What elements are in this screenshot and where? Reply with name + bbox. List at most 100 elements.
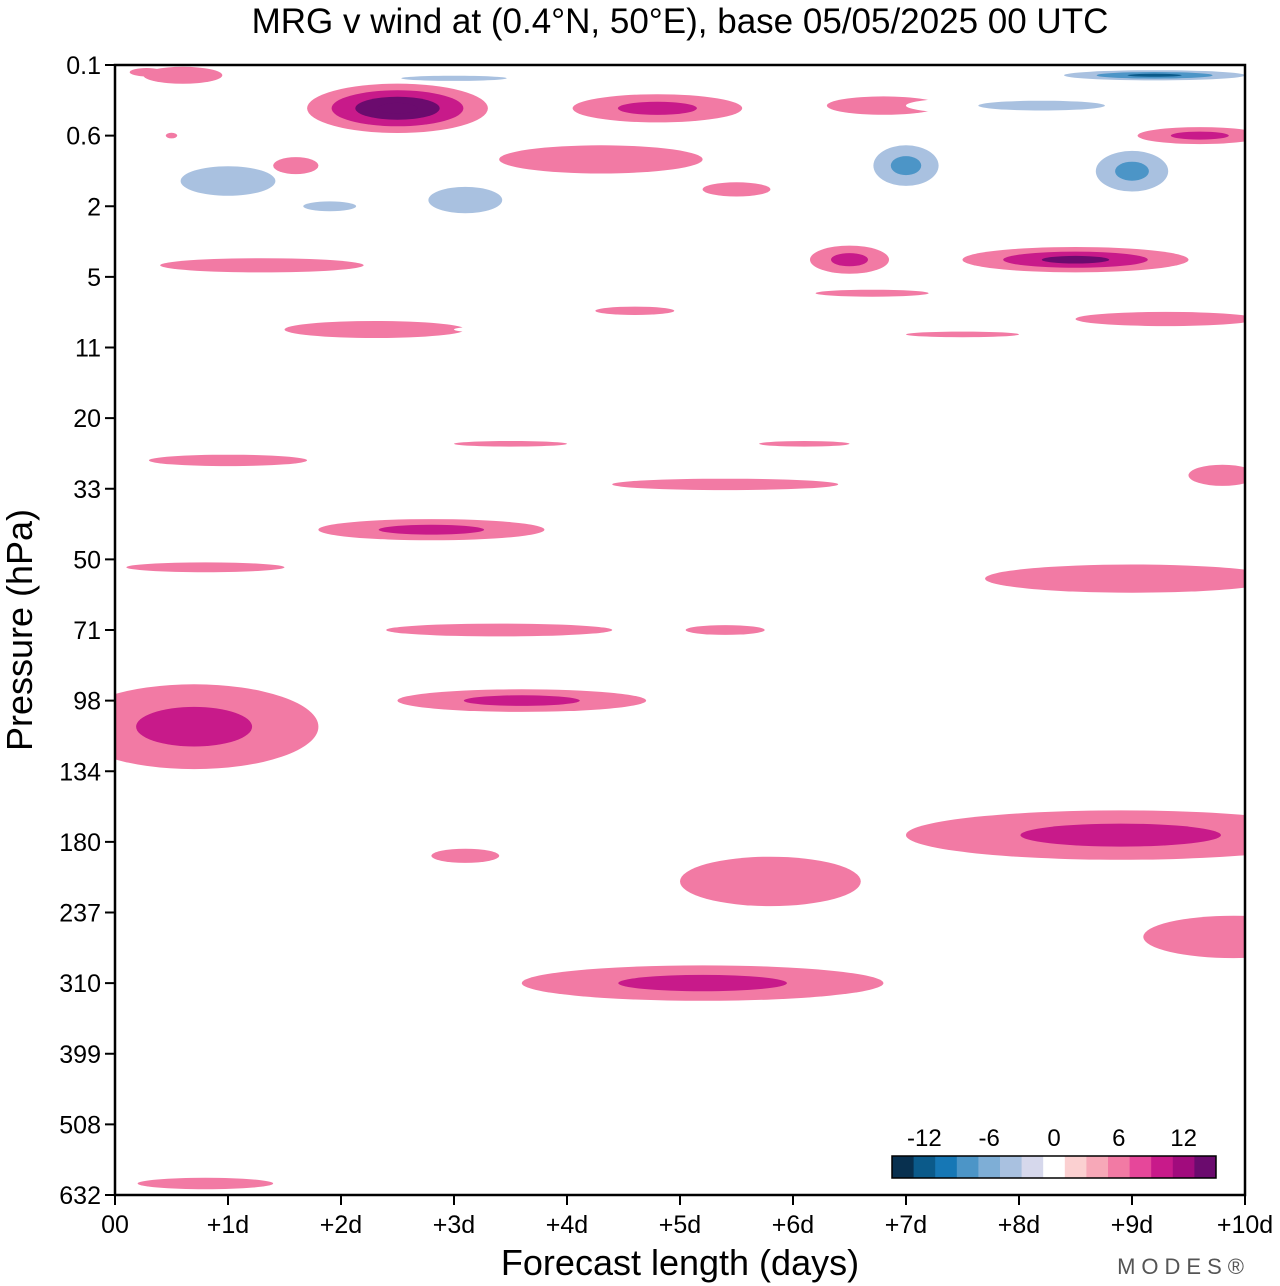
x-tick-label: +7d — [885, 1211, 927, 1239]
plot-area — [113, 63, 1247, 1197]
colorbar: -12 -6 0 6 12 — [891, 1125, 1217, 1179]
colorbar-label: 0 — [1047, 1125, 1060, 1152]
y-axis-label: Pressure (hPa) — [0, 509, 40, 751]
contour-region-2-level-0 — [165, 132, 178, 139]
colorbar-swatch — [913, 1156, 936, 1178]
x-tick-label: +2d — [320, 1211, 362, 1239]
contour-region-18-level-2 — [890, 156, 922, 176]
colorbar-label: 6 — [1112, 1125, 1125, 1152]
y-tick-label: 0.1 — [66, 52, 101, 80]
contour-region-42-level-0 — [454, 441, 567, 447]
contour-region-4-level-0 — [115, 152, 178, 210]
contour-region-25-level-0 — [996, 191, 1042, 209]
y-tick-label: 508 — [59, 1111, 101, 1139]
contour-region-16-level-0 — [776, 137, 833, 194]
brand-logo: MODES® — [1117, 1254, 1250, 1279]
contour-region-58-level-1 — [1020, 823, 1221, 847]
contour-region-49-level-0 — [126, 562, 285, 573]
contour-region-23-level-1 — [1170, 131, 1229, 140]
x-tick-label: +4d — [546, 1211, 588, 1239]
y-tick-label: 632 — [59, 1182, 101, 1210]
y-axis: 0.1 0.6 2 5 11 20 33 50 71 98 134 180 237 310 399 508 63… — [59, 52, 115, 1210]
contour-region-15-level-0 — [702, 182, 771, 197]
y-tick-label: 11 — [75, 335, 101, 363]
colorbar-swatch — [1021, 1156, 1044, 1178]
y-tick-label: 71 — [73, 617, 101, 645]
contour-region-56-level-1 — [136, 706, 253, 747]
contour-region-21-level-3 — [1127, 73, 1182, 77]
colorbar-swatch — [956, 1156, 979, 1178]
colorbar-frame — [891, 1155, 1217, 1179]
contour-region-31-level-0 — [171, 344, 375, 351]
contour-region-8-level-0 — [273, 157, 319, 175]
y-tick-label: 33 — [73, 476, 101, 504]
contour-region-43-level-0 — [567, 415, 680, 421]
contour-region-47-level-1 — [378, 524, 485, 535]
colorbar-swatch — [1043, 1156, 1066, 1178]
contour-region-13-level-1 — [617, 101, 697, 115]
x-axis: 00 +1d +2d +3d +4d +5d +6d +7d +8d +9d +10d — [101, 1195, 1273, 1239]
contour-fill-layer — [115, 66, 1245, 1190]
contour-region-59-level-0 — [1143, 915, 1245, 959]
y-tick-label: 310 — [59, 970, 101, 998]
contour-region-41-level-0 — [307, 432, 443, 443]
contour-region-14-level-0 — [691, 192, 895, 235]
contour-region-10-level-1 — [428, 186, 503, 214]
contour-region-1-level-0 — [129, 68, 164, 77]
colorbar-label: -6 — [979, 1125, 1000, 1152]
contour-region-64-level-0 — [115, 1022, 206, 1044]
contour-region-57-level-1 — [463, 695, 580, 706]
colorbar-swatch — [892, 1156, 915, 1178]
contour-region-17-level-0 — [826, 96, 940, 115]
contour-region-60-level-0 — [680, 856, 861, 907]
contour-region-30-level-0 — [284, 321, 466, 338]
colorbar-swatch — [1000, 1156, 1023, 1178]
colorbar-swatch — [1064, 1156, 1087, 1178]
y-tick-label: 5 — [87, 264, 101, 292]
contour-region-38-level-0 — [894, 344, 1166, 351]
colorbar-swatch — [1172, 1156, 1195, 1178]
contour-region-54-level-0 — [386, 623, 613, 637]
contour-region-37-level-0 — [906, 331, 1019, 338]
y-tick-label: 134 — [59, 758, 101, 786]
x-tick-label: +9d — [1111, 1211, 1153, 1239]
colorbar-label: 12 — [1170, 1125, 1197, 1152]
contour-region-12-level-0 — [499, 145, 703, 174]
chart-title: MRG v wind at (0.4°N, 50°E), base 05/05/… — [252, 2, 1109, 41]
contour-region-61-level-1 — [618, 974, 787, 992]
colorbar-swatch — [1086, 1156, 1109, 1178]
x-tick-label: +5d — [659, 1211, 701, 1239]
contour-region-19-level-1 — [831, 253, 868, 267]
contour-region-63-level-0 — [205, 907, 409, 925]
contour-region-46-level-0 — [454, 497, 658, 510]
contour-region-40-level-0 — [148, 454, 308, 467]
contour-region-45-level-0 — [612, 478, 839, 491]
x-tick-label: +3d — [433, 1211, 475, 1239]
contour-region-55-level-0 — [685, 625, 765, 635]
contour-region-20-level-1 — [978, 100, 1105, 111]
contour-region-32-level-0 — [318, 344, 997, 351]
contour-region-5-level-1 — [303, 201, 357, 212]
contour-region-36-level-0 — [1075, 311, 1245, 327]
contour-region-26-level-0 — [951, 286, 1132, 301]
contour-region-24-level-2 — [1041, 255, 1110, 264]
y-tick-label: 2 — [87, 193, 101, 221]
y-tick-label: 98 — [73, 688, 101, 716]
colorbar-swatch — [935, 1156, 958, 1178]
colorbar-swatch — [1151, 1156, 1174, 1178]
contour-region-53-level-0 — [826, 617, 1166, 649]
contour-region-39-level-0 — [115, 415, 183, 421]
x-tick-label: +8d — [998, 1211, 1040, 1239]
y-tick-label: 180 — [59, 829, 101, 857]
contour-region-65-level-0 — [838, 1049, 974, 1075]
y-tick-label: 237 — [59, 900, 101, 928]
contour-region-22-level-2 — [1115, 161, 1149, 181]
contour-region-62-level-0 — [431, 848, 500, 863]
colorbar-swatch — [1129, 1156, 1152, 1178]
contour-region-29-level-0 — [115, 308, 251, 330]
contour-region-35-level-0 — [815, 289, 929, 297]
contour-region-28-level-0 — [160, 258, 364, 273]
contour-region-66-level-0 — [137, 1177, 274, 1190]
contour-region-9-level-1 — [401, 75, 507, 81]
